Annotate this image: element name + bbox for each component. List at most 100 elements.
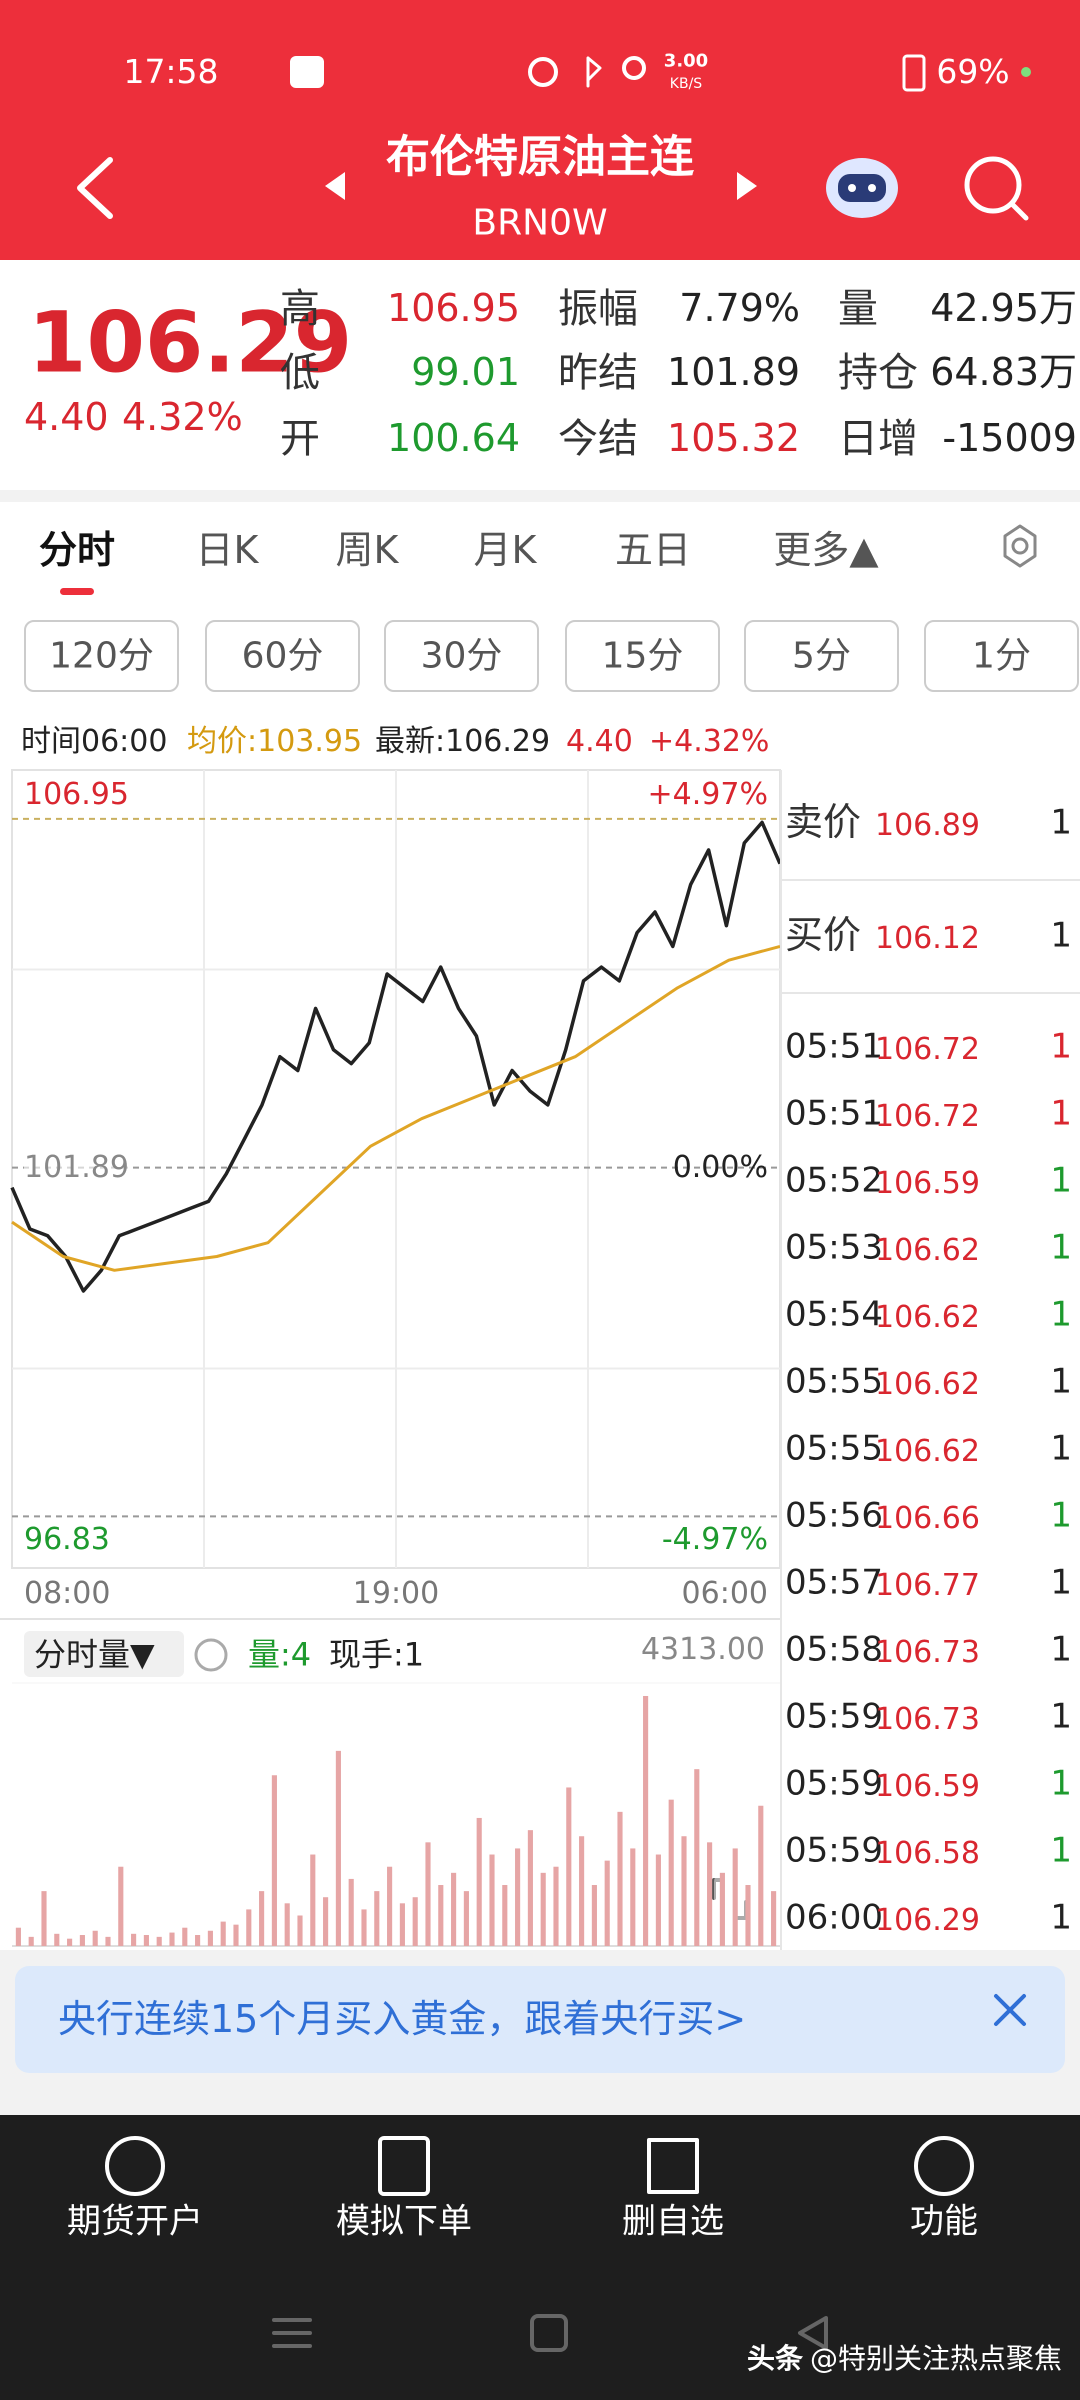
info-pct: +4.32% (649, 723, 770, 759)
trade-time: 05:57 (785, 1562, 883, 1603)
banner-bg[interactable] (15, 1966, 1065, 2073)
battery-icon (902, 54, 926, 92)
volume-bar (131, 1933, 137, 1946)
banner-text[interactable]: 央行连续15个月买入黄金，跟着央行买> (58, 1997, 747, 2042)
nav-icon[interactable] (647, 2138, 699, 2194)
title: 布伦特原油主连 (386, 131, 694, 183)
volume-bar (246, 1909, 252, 1946)
trade-time: 05:59 (785, 1830, 883, 1871)
nav-label[interactable]: 模拟下单 (336, 2201, 472, 2242)
nav-icon[interactable] (914, 2136, 974, 2196)
volume-bar (323, 1897, 329, 1946)
trade-price: 106.62 (875, 1366, 980, 1402)
volume-bar (655, 1854, 661, 1946)
back-icon[interactable] (77, 157, 113, 219)
volume-bar (681, 1836, 687, 1946)
stat-value: 101.89 (667, 350, 800, 395)
trade-price: 106.59 (875, 1768, 980, 1804)
period-button[interactable] (565, 620, 720, 692)
info-last: 最新:106.29 (375, 723, 551, 759)
stat-value: 42.95万 (930, 286, 1077, 331)
y-tick-label: 4313.00 (640, 1631, 765, 1667)
volume-bar (220, 1921, 226, 1946)
tab-underline (60, 588, 94, 595)
volume-bar (15, 1927, 21, 1946)
book-price: 106.89 (875, 807, 980, 843)
gesture-menu[interactable] (272, 2318, 312, 2348)
stat-value: 105.32 (667, 416, 800, 461)
volume-bar (156, 1936, 162, 1946)
stat-label: 开 (280, 416, 320, 462)
volume-bar (732, 1848, 738, 1946)
volume-bar (207, 1930, 213, 1946)
tab[interactable]: 日K (195, 528, 259, 573)
prev-icon[interactable] (325, 172, 345, 200)
price: 106.29 (28, 293, 353, 392)
nav-icon[interactable] (378, 2136, 430, 2196)
search-handle (1009, 201, 1029, 221)
search-icon[interactable] (964, 156, 1022, 214)
volume-bar (271, 1775, 277, 1946)
trade-price: 106.72 (875, 1031, 980, 1067)
trade-qty: 1 (1050, 1897, 1072, 1938)
trade-price: 106.62 (875, 1299, 980, 1335)
tab[interactable]: 更多▲ (773, 528, 879, 573)
stat-value: 106.95 (387, 286, 520, 331)
stat-value: -15009 (942, 416, 1077, 461)
volume-selector[interactable] (24, 1631, 184, 1677)
settings-center (1011, 537, 1029, 555)
battery: 69% (936, 52, 1010, 92)
trade-price: 106.73 (875, 1634, 980, 1670)
bluetooth-icon (586, 56, 602, 88)
nav-icon[interactable] (105, 2136, 165, 2196)
volume-bar (604, 1860, 610, 1946)
volume-bar (335, 1750, 341, 1946)
volume-bar (502, 1885, 508, 1946)
trade-qty: 1 (1050, 1294, 1072, 1335)
tab[interactable]: 周K (335, 528, 399, 573)
volume-bar (745, 1885, 751, 1946)
gesture-home[interactable] (530, 2314, 568, 2352)
next-icon[interactable] (737, 172, 757, 200)
volume-bar (28, 1936, 34, 1946)
trade-qty: 1 (1050, 1093, 1072, 1134)
trade-price: 106.72 (875, 1098, 980, 1134)
period-button[interactable] (205, 620, 360, 692)
header-bg (0, 0, 1080, 260)
x-tick-label: 06:00 (681, 1575, 768, 1611)
trade-qty: 1 (1050, 1696, 1072, 1737)
nav-label[interactable]: 期货开户 (67, 2201, 203, 2242)
trade-qty: 1 (1050, 1428, 1072, 1469)
volume-bar (41, 1891, 47, 1946)
settings-icon[interactable] (1003, 524, 1037, 568)
net-unit: KB/S (669, 75, 703, 92)
nav-label[interactable]: 功能 (910, 2201, 978, 2242)
status-time: 17:58 (123, 52, 219, 92)
tab[interactable]: 分时 (38, 528, 116, 573)
gesture-back[interactable] (798, 2316, 828, 2350)
trade-price: 106.59 (875, 1165, 980, 1201)
help-icon[interactable] (194, 1638, 228, 1672)
period-button[interactable] (24, 620, 179, 692)
book-qty: 1 (1050, 915, 1072, 956)
volume-bar (515, 1848, 521, 1946)
trade-time: 06:00 (785, 1897, 883, 1938)
volume-bar (451, 1872, 457, 1946)
volume-bar (630, 1848, 636, 1946)
watermark-brand: 头条 (747, 2341, 804, 2375)
volume-bar (297, 1915, 303, 1946)
info-avg: 均价:103.95 (187, 723, 363, 759)
tab[interactable]: 五日 (614, 528, 692, 573)
net-speed: 3.00 (663, 50, 709, 72)
nav-label[interactable]: 删自选 (622, 2201, 724, 2242)
stat-label: 持仓 (838, 350, 918, 396)
period-label: 1分 (972, 635, 1031, 677)
close-icon[interactable] (994, 1994, 1026, 2026)
robot-eye (848, 184, 856, 192)
trade-time: 05:59 (785, 1763, 883, 1804)
period-button[interactable] (924, 620, 1079, 692)
period-button[interactable] (744, 620, 899, 692)
period-button[interactable] (384, 620, 539, 692)
volume-bar (553, 1866, 559, 1946)
tab[interactable]: 月K (473, 528, 537, 573)
